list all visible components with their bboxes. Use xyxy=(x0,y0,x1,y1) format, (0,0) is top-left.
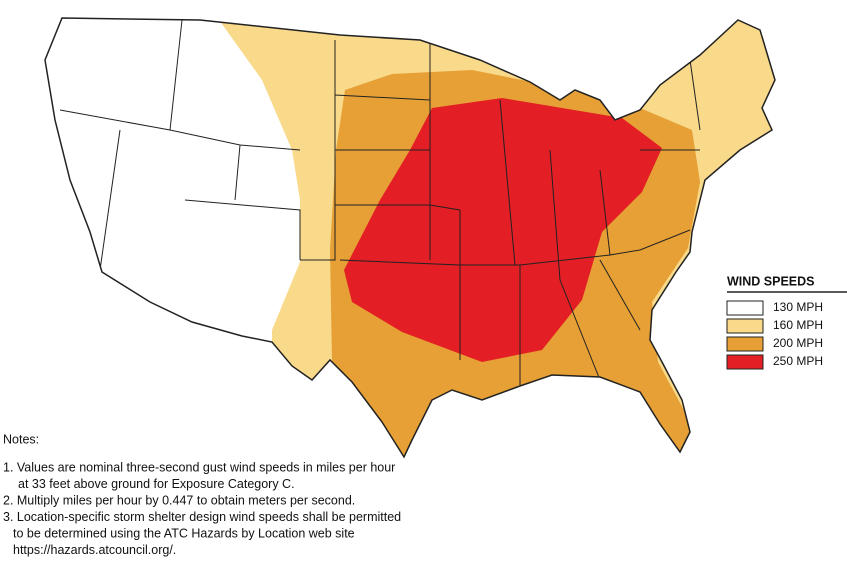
legend-title: WIND SPEEDS xyxy=(727,274,815,288)
legend-swatch xyxy=(726,336,764,352)
legend-label: 130 MPH xyxy=(773,300,823,314)
note-line: 1. Values are nominal three-second gust … xyxy=(3,460,395,474)
note-line: to be determined using the ATC Hazards b… xyxy=(13,526,355,540)
us-outline xyxy=(44,17,776,459)
legend-label: 200 MPH xyxy=(773,336,823,350)
note-line: 2. Multiply miles per hour by 0.447 to o… xyxy=(3,493,355,507)
note-line: at 33 feet above ground for Exposure Cat… xyxy=(18,477,295,491)
zone-250 xyxy=(344,98,662,362)
legend-swatch xyxy=(726,318,764,334)
legend-label: 250 MPH xyxy=(773,354,823,368)
legend-label: 160 MPH xyxy=(773,318,823,332)
legend: 130 MPH 160 MPH 200 MPH 250 MPH xyxy=(726,300,823,370)
notes-heading: Notes: xyxy=(3,432,39,446)
note-line: 3. Location-specific storm shelter desig… xyxy=(3,510,401,524)
note-line: https://hazards.atcouncil.org/. xyxy=(13,543,176,557)
legend-swatch xyxy=(726,354,764,370)
state-borders xyxy=(59,19,701,385)
legend-swatch xyxy=(726,300,764,316)
notes: Notes: 1. Values are nominal three-secon… xyxy=(3,432,401,557)
